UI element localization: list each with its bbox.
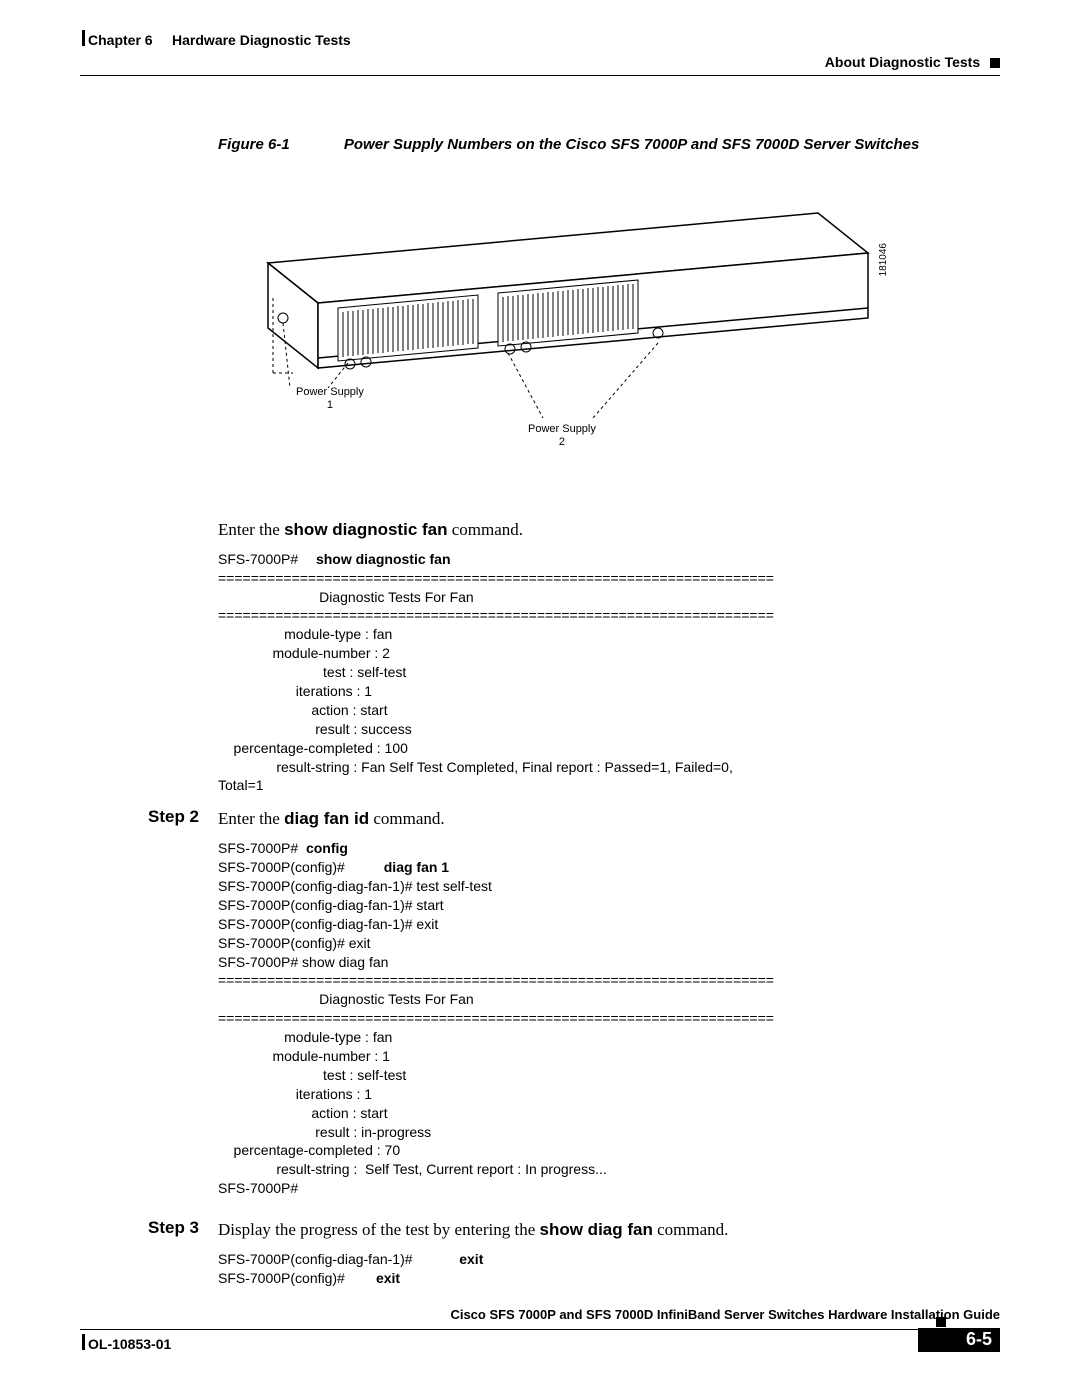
terminal-output-1: SFS-7000P# show diagnostic fan =========… [218,550,1000,796]
page-footer: Cisco SFS 7000P and SFS 7000D InfiniBand… [80,1329,1000,1367]
terminal-output-3: SFS-7000P(config-diag-fan-1)# exit SFS-7… [218,1250,1000,1288]
intro-text: Enter the show diagnostic fan command. [218,518,1000,542]
footer-doc-id: OL-10853-01 [88,1336,171,1352]
figure-title: Power Supply Numbers on the Cisco SFS 70… [344,136,919,153]
figure-caption: Figure 6-1 Power Supply Numbers on the C… [218,136,1000,153]
terminal-output-2: SFS-7000P# config SFS-7000P(config)# dia… [218,839,1000,1198]
cmd-show-diag-fan-2: show diag fan [540,1220,653,1239]
footer-left-mark [82,1334,85,1350]
header-accent-box [990,58,1000,68]
figure-ref-number: 181046 [878,243,889,276]
step-2-label: Step 2 [80,807,218,1210]
section-label: About Diagnostic Tests [825,54,1000,70]
header-left-mark [82,30,85,46]
ps1-label: Power Supply 1 [296,386,364,412]
chapter-title: Hardware Diagnostic Tests [172,32,351,48]
footer-doc-title: Cisco SFS 7000P and SFS 7000D InfiniBand… [450,1307,1000,1322]
section-title: About Diagnostic Tests [825,54,980,70]
footer-page-notch [936,1317,946,1327]
figure-number: Figure 6-1 [218,136,290,153]
step-2-text: Enter the diag fan id command. [218,807,1000,831]
footer-page-number: 6-5 [918,1328,1000,1352]
figure-diagram: Power Supply 1 Power Supply 2 181046 [218,163,1000,488]
chapter-number: Chapter 6 [88,32,153,48]
step-3-label: Step 3 [80,1218,218,1300]
page-header: Chapter 6 Hardware Diagnostic Tests Abou… [80,30,1000,76]
chapter-label: Chapter 6 Hardware Diagnostic Tests [88,32,351,48]
ps2-label: Power Supply 2 [528,423,596,449]
step-3-text: Display the progress of the test by ente… [218,1218,1000,1242]
cmd-diag-fan-id: diag fan id [284,809,369,828]
cmd-show-diag-fan: show diagnostic fan [284,520,447,539]
